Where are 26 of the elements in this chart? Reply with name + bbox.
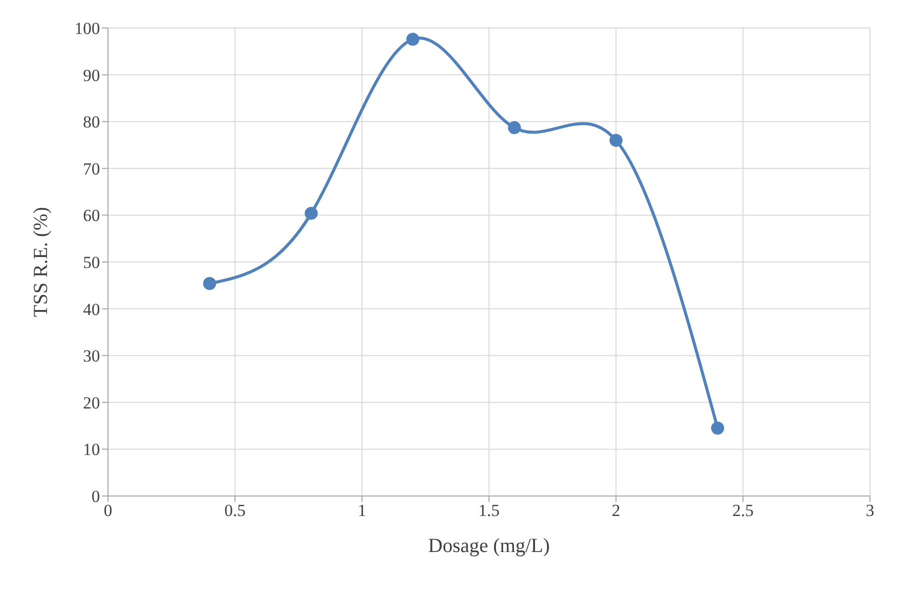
y-tick-label: 10: [83, 440, 100, 460]
y-axis-title: TSS R.E. (%): [30, 207, 52, 317]
point: [406, 32, 420, 46]
x-tick-label: 2: [612, 501, 620, 520]
point: [508, 121, 521, 134]
point: [711, 422, 724, 435]
y-tick-label: 90: [83, 66, 100, 85]
x-tick-label: 1.5: [478, 501, 500, 520]
y-tick-label: 50: [83, 253, 100, 272]
y-tick-label: 80: [83, 112, 100, 132]
point: [610, 134, 622, 147]
y-tick-label: 20: [83, 393, 100, 412]
y-tick-label: 100: [74, 19, 100, 38]
y-tick-label: 0: [92, 487, 100, 506]
x-tick-label: 3: [866, 501, 874, 520]
x-tick-label: 0: [104, 501, 112, 520]
y-tick-label: 60: [83, 206, 100, 226]
y-tick-label: 30: [83, 346, 100, 366]
x-tick-label: 0.5: [224, 501, 246, 520]
point: [304, 206, 318, 220]
x-tick-label: 2.5: [732, 501, 754, 520]
point: [203, 277, 216, 290]
x-tick-label: 1: [358, 501, 366, 520]
y-tick-label: 70: [83, 159, 100, 178]
x-axis-title: Dosage (mg/L): [428, 535, 550, 557]
y-tick-label: 40: [83, 300, 100, 319]
